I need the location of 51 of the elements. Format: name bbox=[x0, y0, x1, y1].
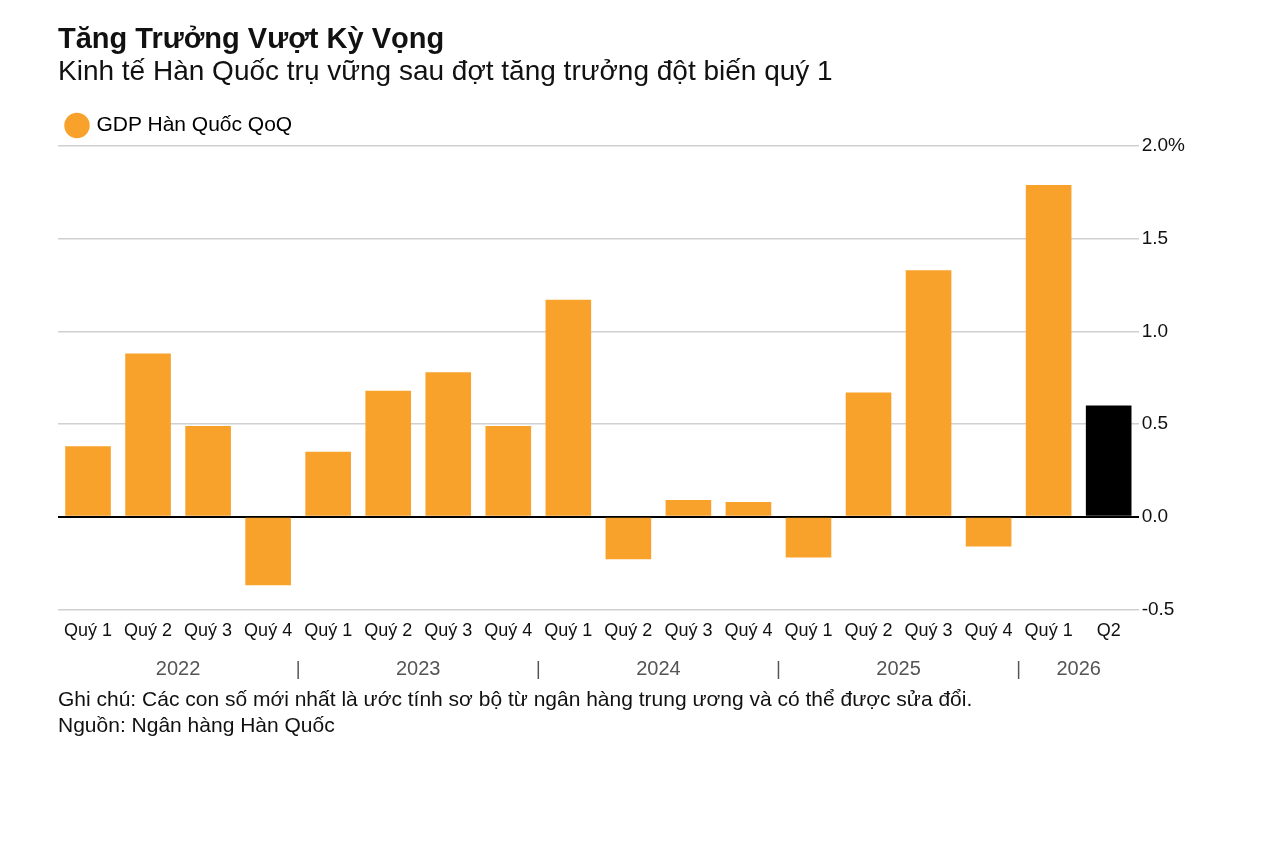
y-tick-label: 0.5 bbox=[1141, 412, 1169, 434]
bar bbox=[545, 299, 592, 516]
x-tick-label: Quý 1 bbox=[304, 620, 353, 641]
text: 2023 bbox=[395, 656, 441, 679]
text: Ghi chú: Các con số mới nhất là ước tính sơ bộ từ ngân hàng trung ương và có thể được sửa đổi. bbox=[58, 687, 974, 711]
chart-subtitle: Kinh tế Hàn Quốc trụ vững sau đợt tăng trưởng đột biến quý 1 bbox=[58, 55, 834, 87]
bar bbox=[665, 500, 712, 516]
y-tick-label: 2.0% bbox=[1141, 134, 1186, 156]
x-tick-label: Quý 2 bbox=[604, 620, 653, 641]
chart-title: Tăng Trưởng Vượt Kỳ Vọng bbox=[58, 22, 446, 55]
bar bbox=[785, 517, 832, 558]
bar bbox=[965, 517, 1012, 547]
x-tick-label: Quý 1 bbox=[784, 620, 833, 641]
bar bbox=[425, 372, 472, 516]
bar bbox=[485, 425, 532, 516]
x-tick-label: Quý 2 bbox=[364, 620, 413, 641]
bar bbox=[305, 451, 351, 516]
x-tick-label: Quý 3 bbox=[664, 620, 713, 641]
text: 2025 bbox=[876, 656, 921, 679]
y-tick-label: 0.0 bbox=[1141, 504, 1169, 526]
bar bbox=[365, 390, 412, 516]
bar bbox=[845, 392, 892, 516]
bar bbox=[185, 425, 231, 516]
x-tick-label: Quý 1 bbox=[544, 620, 593, 641]
x-tick-label: Quý 1 bbox=[1024, 620, 1073, 641]
bar bbox=[245, 517, 291, 586]
x-tick-label: Quý 2 bbox=[124, 620, 173, 641]
legend-label: GDP Hàn Quốc QoQ bbox=[96, 112, 293, 136]
bar bbox=[605, 517, 652, 560]
x-tick-label: Quý 3 bbox=[184, 620, 233, 641]
bar bbox=[1025, 184, 1072, 516]
x-tick-label: Quý 1 bbox=[64, 620, 113, 641]
x-tick-label: Quý 3 bbox=[904, 620, 953, 641]
x-tick-label: Quý 4 bbox=[724, 620, 773, 641]
x-tick-label: Quý 2 bbox=[844, 620, 893, 641]
y-tick-label: 1.0 bbox=[1141, 319, 1169, 341]
bar bbox=[125, 353, 171, 516]
text: 2022 bbox=[155, 656, 201, 679]
bar bbox=[905, 270, 952, 516]
x-tick-label: Quý 4 bbox=[964, 620, 1013, 641]
x-tick-label: Quý 4 bbox=[484, 620, 533, 641]
y-tick-label: -0.5 bbox=[1141, 597, 1175, 619]
bar bbox=[65, 446, 111, 516]
y-tick-label: 1.5 bbox=[1141, 226, 1169, 248]
x-tick-label: Quý 4 bbox=[244, 620, 293, 641]
x-tick-label: Quý 3 bbox=[424, 620, 473, 641]
text: 2026 bbox=[1056, 656, 1101, 679]
text: 2024 bbox=[636, 656, 681, 679]
bar bbox=[725, 501, 772, 516]
x-tick-label: Q2 bbox=[1096, 620, 1121, 641]
text: Nguồn: Ngân hàng Hàn Quốc bbox=[58, 713, 336, 737]
